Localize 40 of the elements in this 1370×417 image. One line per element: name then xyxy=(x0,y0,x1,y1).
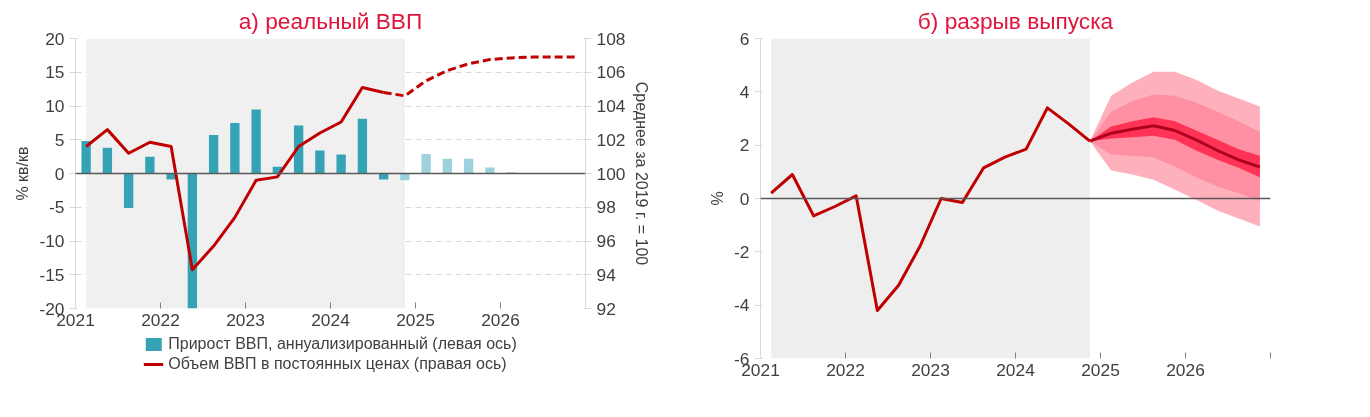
y-tick-label: 20 xyxy=(45,28,65,49)
y-tick-label: -5 xyxy=(49,197,65,218)
y-tick-label: -4 xyxy=(734,295,750,316)
y-tick-label: -2 xyxy=(734,241,750,262)
x-tick-label: 2022 xyxy=(141,309,180,330)
y-tick-label: 2 xyxy=(739,135,750,156)
x-tick-label: 2022 xyxy=(826,359,865,380)
y2-axis-title: Среднее за 2019 г. = 100 xyxy=(633,81,651,266)
y-tick-label: 15 xyxy=(45,62,65,83)
x-tick-label: 2026 xyxy=(1166,359,1205,380)
y-tick-label: 6 xyxy=(739,28,750,49)
y-tick-label: -10 xyxy=(39,231,65,251)
chart-title: а) реальный ВВП xyxy=(238,7,423,34)
x-tick-label: 2025 xyxy=(1081,359,1120,380)
x-tick-label: 2024 xyxy=(311,309,351,330)
y2-tick-label: 92 xyxy=(596,298,616,319)
x-tick-label: 2025 xyxy=(396,309,435,330)
y2-tick-label: 106 xyxy=(596,62,626,83)
x-tick-label: 2023 xyxy=(226,309,265,330)
legend-label: Объем ВВП в постоянных ценах (правая ось) xyxy=(168,355,507,373)
y2-tick-label: 94 xyxy=(596,264,617,285)
y2-tick-label: 96 xyxy=(596,231,616,251)
y2-tick-label: 98 xyxy=(596,197,616,218)
y-tick-label: 5 xyxy=(54,129,65,150)
y-tick-label: 4 xyxy=(739,81,750,102)
x-tick-label: 2023 xyxy=(911,359,950,380)
y2-tick-label: 102 xyxy=(596,129,626,150)
x-tick-label: 2026 xyxy=(481,309,520,330)
legend-label: Прирост ВВП, аннуализированный (левая ось) xyxy=(168,335,517,353)
y-tick-label: 0 xyxy=(739,188,750,209)
chart-title: б) разрыв выпуска xyxy=(917,7,1114,34)
y-tick-label: -15 xyxy=(39,264,65,285)
y-tick-label: 0 xyxy=(54,163,65,184)
y-axis-title: % xyxy=(709,191,727,206)
y-tick-label: 10 xyxy=(45,96,65,116)
y-axis-title: % кв/кв xyxy=(14,146,32,201)
x-tick-label: 2024 xyxy=(996,359,1036,380)
y2-tick-label: 108 xyxy=(596,28,626,49)
y2-tick-label: 100 xyxy=(596,163,626,184)
y2-tick-label: 104 xyxy=(596,96,626,116)
